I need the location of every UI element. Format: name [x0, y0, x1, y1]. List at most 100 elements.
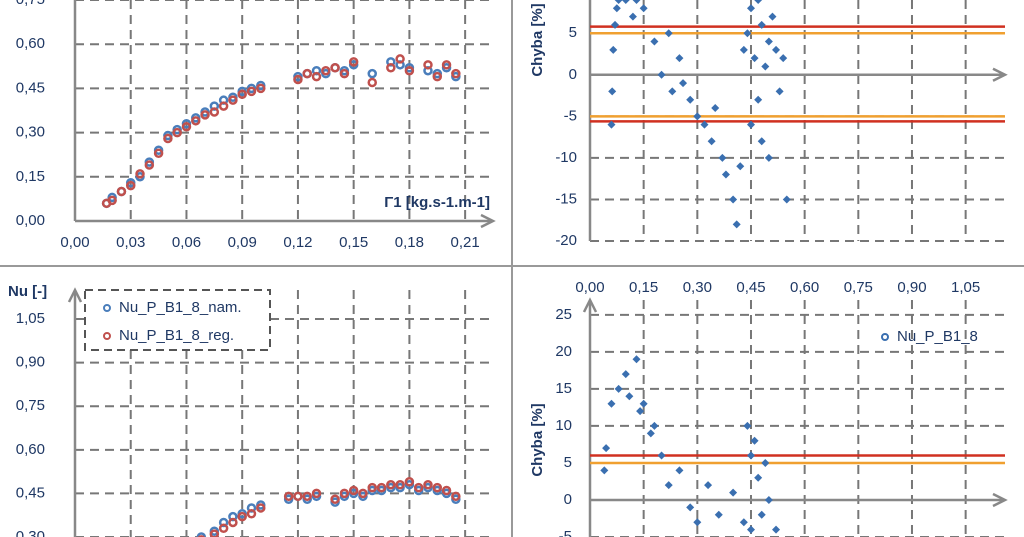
y-tick-label: 0,60 — [16, 441, 45, 458]
point — [721, 170, 730, 179]
point — [632, 355, 641, 364]
y-tick-label: 0,75 — [16, 0, 45, 8]
y-tick-label: 0,60 — [16, 35, 45, 52]
y-tick-label: 0,45 — [16, 79, 45, 96]
point — [700, 120, 709, 129]
y-tick-label: 0,90 — [16, 354, 45, 371]
point — [339, 488, 350, 499]
point — [761, 458, 770, 467]
point — [144, 160, 155, 170]
point — [736, 162, 745, 171]
y-tick-label: -15 — [555, 190, 577, 207]
point — [757, 510, 766, 519]
legend-box — [84, 289, 271, 351]
y-tick-label: 20 — [555, 343, 572, 360]
point — [754, 0, 763, 4]
y-tick-label: -20 — [555, 232, 577, 249]
point — [757, 20, 766, 29]
x-tick-label: 0,00 — [575, 279, 604, 296]
point — [367, 77, 377, 88]
point — [639, 4, 648, 13]
point — [311, 488, 322, 499]
point — [675, 54, 684, 63]
point — [302, 68, 312, 79]
point — [772, 525, 781, 534]
point — [621, 370, 630, 379]
legend-marker — [103, 304, 111, 312]
point — [451, 491, 461, 502]
point — [679, 79, 688, 88]
x-tick-label: 1,05 — [951, 279, 980, 296]
point — [348, 485, 359, 496]
point — [395, 479, 405, 490]
point — [339, 68, 350, 79]
point — [293, 74, 303, 85]
x-axis-label: Γ1 [kg.s-1.m-1] — [384, 194, 490, 211]
point — [107, 195, 117, 206]
point — [302, 491, 312, 502]
point — [750, 54, 759, 63]
point — [386, 63, 396, 73]
point — [386, 479, 396, 490]
point — [423, 60, 433, 70]
y-tick-label: 0,00 — [16, 212, 45, 229]
point — [768, 12, 777, 21]
point — [246, 86, 257, 97]
point — [746, 451, 755, 460]
point — [209, 107, 220, 117]
point — [746, 525, 755, 534]
plot-area — [600, 355, 781, 534]
point — [757, 137, 766, 146]
point — [614, 384, 623, 393]
y-tick-label: 15 — [555, 380, 572, 397]
point — [228, 95, 238, 105]
x-tick-label: 0,90 — [897, 279, 926, 296]
axis-arrow — [992, 492, 1008, 508]
plot-area — [196, 477, 461, 537]
y-tick-label: 0,75 — [16, 397, 45, 414]
point — [172, 127, 182, 138]
y-tick-label: 0,30 — [16, 124, 45, 141]
point — [621, 0, 630, 4]
point — [330, 63, 340, 73]
point — [664, 481, 673, 490]
point — [675, 466, 684, 475]
y-axis-label: Nu [-] — [8, 283, 47, 300]
x-tick-label: 0,12 — [283, 234, 312, 251]
x-tick-label: 0,09 — [228, 234, 257, 251]
point — [256, 503, 266, 513]
point — [743, 421, 752, 430]
point — [614, 0, 623, 4]
point — [732, 220, 741, 229]
point — [311, 71, 322, 82]
x-tick-label: 0,30 — [683, 279, 712, 296]
point — [611, 20, 620, 29]
point — [646, 429, 655, 438]
legend-marker — [881, 333, 889, 341]
x-tick-label: 0,75 — [844, 279, 873, 296]
x-tick-label: 0,03 — [116, 234, 145, 251]
point — [125, 180, 136, 191]
point — [330, 494, 340, 504]
plot-area — [101, 54, 461, 209]
point — [636, 407, 645, 416]
point — [739, 518, 748, 527]
point — [668, 87, 677, 96]
point — [746, 4, 755, 13]
point — [413, 482, 424, 493]
point — [664, 29, 673, 38]
point — [237, 89, 247, 100]
point — [395, 54, 405, 64]
point — [135, 169, 145, 179]
point — [714, 510, 723, 519]
point — [743, 29, 752, 38]
x-tick-label: 0,45 — [736, 279, 765, 296]
point — [293, 491, 303, 502]
y-tick-label: 10 — [555, 417, 572, 434]
point — [376, 482, 387, 493]
point — [625, 392, 634, 401]
point — [218, 523, 229, 534]
y-tick-label: 1,05 — [16, 310, 45, 327]
point — [600, 466, 609, 475]
